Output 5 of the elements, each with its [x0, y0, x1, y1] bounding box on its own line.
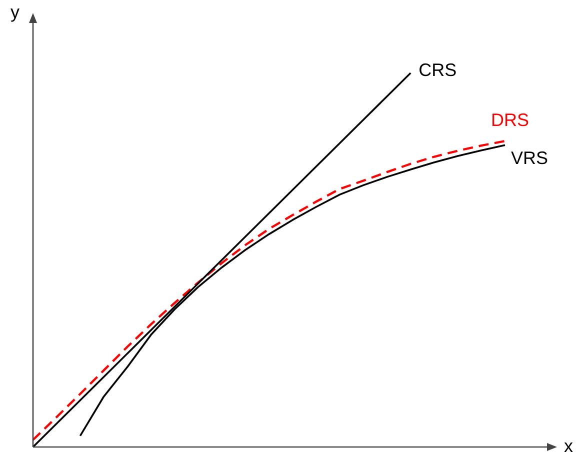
series-label: CRS	[418, 60, 457, 80]
series-label: DRS	[491, 110, 530, 130]
y-axis-title: y	[10, 2, 20, 22]
x-axis-title: x	[564, 436, 573, 456]
series-label: VRS	[511, 148, 548, 168]
